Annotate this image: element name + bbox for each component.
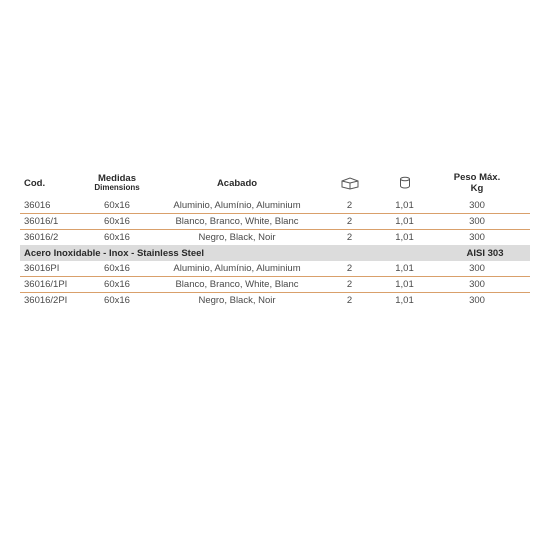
cell-peso: 300 [432, 279, 522, 290]
cell-peso: 300 [432, 263, 522, 274]
cell-wt: 1,01 [377, 200, 432, 211]
header-box-icon [322, 176, 377, 190]
cell-box: 2 [322, 232, 377, 243]
cell-med: 60x16 [82, 279, 152, 290]
header-medidas: Medidas Dimensions [82, 173, 152, 193]
section-header-row: Acero Inoxidable - Inox - Stainless Stee… [20, 245, 530, 261]
cell-box: 2 [322, 263, 377, 274]
cell-acab: Aluminio, Alumínio, Aluminium [152, 263, 322, 274]
section-header-left: Acero Inoxidable - Inox - Stainless Stee… [20, 248, 440, 259]
cell-wt: 1,01 [377, 216, 432, 227]
cell-wt: 1,01 [377, 279, 432, 290]
table-row: 3601660x16Aluminio, Alumínio, Aluminium2… [20, 198, 530, 213]
cell-med: 60x16 [82, 295, 152, 306]
cell-peso: 300 [432, 216, 522, 227]
table-section-1: 3601660x16Aluminio, Alumínio, Aluminium2… [20, 198, 530, 245]
header-weight-icon [377, 176, 432, 190]
table-row: 36016PI60x16Aluminio, Alumínio, Aluminiu… [20, 261, 530, 276]
section-header-right: AISI 303 [440, 248, 530, 259]
cell-cod: 36016/1PI [20, 279, 82, 290]
cell-med: 60x16 [82, 232, 152, 243]
cell-cod: 36016/2 [20, 232, 82, 243]
cell-cod: 36016PI [20, 263, 82, 274]
cell-box: 2 [322, 279, 377, 290]
table-row: 36016/1PI60x16Blanco, Branco, White, Bla… [20, 277, 530, 292]
cell-box: 2 [322, 216, 377, 227]
cell-peso: 300 [432, 200, 522, 211]
cell-wt: 1,01 [377, 232, 432, 243]
table-row: 36016/160x16Blanco, Branco, White, Blanc… [20, 214, 530, 229]
product-table: Cod. Medidas Dimensions Acabado [20, 168, 530, 308]
cell-cod: 36016/2PI [20, 295, 82, 306]
cell-wt: 1,01 [377, 263, 432, 274]
table-row: 36016/2PI60x16Negro, Black, Noir21,01300 [20, 293, 530, 308]
table-header-row: Cod. Medidas Dimensions Acabado [20, 168, 530, 198]
header-peso: Peso Máx. Kg [432, 172, 522, 194]
cell-acab: Blanco, Branco, White, Blanc [152, 279, 322, 290]
cell-box: 2 [322, 295, 377, 306]
cell-acab: Aluminio, Alumínio, Aluminium [152, 200, 322, 211]
table-row: 36016/260x16Negro, Black, Noir21,01300 [20, 230, 530, 245]
cell-wt: 1,01 [377, 295, 432, 306]
cell-peso: 300 [432, 295, 522, 306]
cell-acab: Negro, Black, Noir [152, 295, 322, 306]
table-section-2: 36016PI60x16Aluminio, Alumínio, Aluminiu… [20, 261, 530, 308]
cell-peso: 300 [432, 232, 522, 243]
cell-box: 2 [322, 200, 377, 211]
cell-cod: 36016 [20, 200, 82, 211]
cell-acab: Negro, Black, Noir [152, 232, 322, 243]
cell-med: 60x16 [82, 263, 152, 274]
cell-acab: Blanco, Branco, White, Blanc [152, 216, 322, 227]
cell-med: 60x16 [82, 200, 152, 211]
header-cod: Cod. [20, 178, 82, 189]
cell-med: 60x16 [82, 216, 152, 227]
header-acabado: Acabado [152, 178, 322, 189]
cell-cod: 36016/1 [20, 216, 82, 227]
